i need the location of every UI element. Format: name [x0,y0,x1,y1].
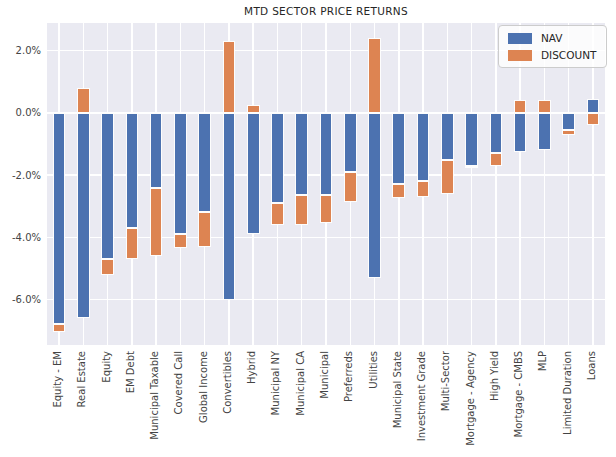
bar-discount-preferreds [344,172,357,202]
bar-nav-multi-sector [441,113,454,160]
x-tick-label: EM Debt [126,351,137,393]
x-tick-label: Mortgage - Agency [466,351,477,446]
x-tick-label: Municipal [320,351,331,399]
y-tick-label: -2.0% [0,169,41,182]
bar-nav-convertibles [223,113,236,300]
bar-discount-mortgage-cmbs [514,100,527,112]
y-tick-label: 0.0% [0,106,41,119]
x-tick-label: Municipal CA [296,351,307,416]
bar-nav-municipal-state [392,113,405,185]
bar-discount-equity [101,259,114,275]
x-tick-label: MLP [538,351,549,371]
bar-discount-convertibles [223,41,236,113]
bar-nav-preferreds [344,113,357,172]
bar-discount-global-income [198,212,211,246]
v-gridline [495,23,497,345]
bar-nav-municipal [320,113,333,195]
bar-discount-municipal [320,195,333,223]
x-tick-label: Global Income [199,351,210,423]
bar-nav-equity [101,113,114,259]
bar-nav-utilities [368,113,381,278]
bar-nav-em-debt [126,113,139,228]
x-tick-label: Utilities [369,351,380,389]
x-tick-label: Limited Duration [563,351,574,435]
x-tick-label: Mortgage - CMBS [514,351,525,437]
x-tick-label: Municipal State [393,351,404,428]
y-tick-label: -4.0% [0,231,41,244]
bar-discount-municipal-state [392,184,405,198]
plot-area [47,23,605,345]
chart-title: MTD SECTOR PRICE RETURNS [47,5,605,17]
bar-discount-em-debt [126,228,139,259]
v-gridline [544,23,546,345]
bar-nav-covered-call [174,113,187,234]
x-tick-label: Equity [102,351,113,383]
bar-nav-mortgage-agency [465,113,478,166]
bar-discount-municipal-ny [271,203,284,225]
x-tick-label: Municipal NY [271,351,282,415]
bar-discount-utilities [368,38,381,113]
y-tick-label: -6.0% [0,293,41,306]
v-gridline [592,23,594,345]
bar-discount-high-yield [490,153,503,165]
legend: NAV DISCOUNT [498,25,607,68]
bar-discount-limited-duration [562,130,575,135]
v-gridline [471,23,473,345]
x-tick-label: Municipal Taxable [150,351,161,440]
bar-nav-loans [587,99,600,113]
legend-label-discount: DISCOUNT [541,49,596,61]
bar-nav-high-yield [490,113,503,153]
bar-nav-hybrid [247,113,260,234]
discount-swatch-icon [508,50,532,61]
bar-nav-mlp [538,113,551,150]
x-tick-label: Convertibles [223,351,234,414]
bar-discount-hybrid [247,105,260,113]
nav-swatch-icon [508,33,532,44]
v-gridline [519,23,521,345]
bar-nav-municipal-taxable [150,113,163,188]
x-tick-label: Multi-Sector [441,351,452,411]
bar-discount-investment-grade [417,181,430,197]
bar-nav-investment-grade [417,113,430,181]
legend-label-nav: NAV [541,32,563,44]
x-tick-label: Real Estate [77,351,88,407]
legend-item-nav: NAV [508,32,597,44]
bar-discount-loans [587,113,600,125]
bar-discount-equity-em [53,324,66,332]
x-tick-label: Hybrid [247,351,258,384]
x-tick-label: Equity - EM [53,351,64,408]
bar-discount-covered-call [174,234,187,248]
x-tick-label: Covered Call [174,351,185,414]
bar-nav-global-income [198,113,211,213]
bar-discount-municipal-ca [295,195,308,225]
bar-nav-limited-duration [562,113,575,130]
x-tick-label: Investment Grade [417,351,428,441]
bar-nav-equity-em [53,113,66,325]
bar-discount-multi-sector [441,160,454,194]
bar-discount-municipal-taxable [150,188,163,256]
legend-item-discount: DISCOUNT [508,49,597,61]
bar-nav-real-estate [77,113,90,318]
x-tick-label: Loans [587,351,598,380]
bar-nav-municipal-ny [271,113,284,203]
bar-nav-mortgage-cmbs [514,113,527,152]
bar-nav-municipal-ca [295,113,308,195]
bar-discount-mlp [538,100,551,112]
x-tick-label: Preferreds [344,351,355,402]
y-tick-label: 2.0% [0,44,41,57]
x-tick-label: High Yield [490,351,501,401]
v-gridline [568,23,570,345]
bar-discount-real-estate [77,88,90,113]
bar-discount-mortgage-agency [465,166,478,168]
chart-figure: MTD SECTOR PRICE RETURNS NAV DISCOUNT 2.… [0,0,616,457]
